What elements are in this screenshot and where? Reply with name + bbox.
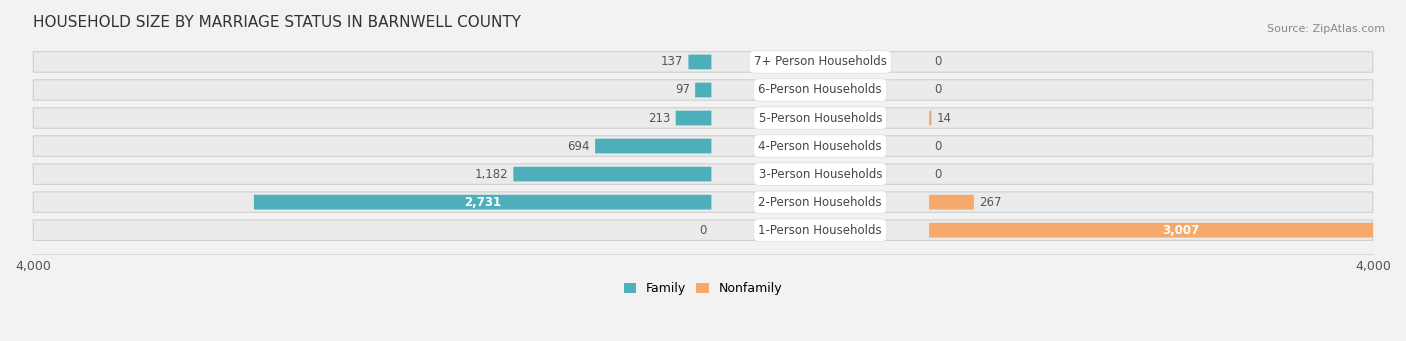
Text: 137: 137 [661, 56, 683, 69]
FancyBboxPatch shape [929, 111, 932, 125]
Text: 2-Person Households: 2-Person Households [758, 196, 882, 209]
FancyBboxPatch shape [34, 80, 1372, 100]
FancyBboxPatch shape [695, 83, 711, 97]
FancyBboxPatch shape [929, 223, 1406, 238]
Text: 3,007: 3,007 [1163, 224, 1199, 237]
Text: 14: 14 [936, 112, 952, 124]
Text: 2,731: 2,731 [464, 196, 501, 209]
FancyBboxPatch shape [595, 139, 711, 153]
FancyBboxPatch shape [34, 192, 1372, 212]
Text: 5-Person Households: 5-Person Households [758, 112, 882, 124]
Text: 1,182: 1,182 [475, 168, 509, 181]
Text: 213: 213 [648, 112, 671, 124]
FancyBboxPatch shape [929, 195, 974, 209]
Text: 0: 0 [934, 168, 942, 181]
FancyBboxPatch shape [254, 195, 711, 209]
FancyBboxPatch shape [513, 167, 711, 181]
Text: 7+ Person Households: 7+ Person Households [754, 56, 887, 69]
Text: 4-Person Households: 4-Person Households [758, 139, 882, 152]
Text: 1-Person Households: 1-Person Households [758, 224, 882, 237]
Text: 97: 97 [675, 84, 690, 97]
FancyBboxPatch shape [34, 136, 1372, 156]
Text: 0: 0 [934, 56, 942, 69]
Text: 6-Person Households: 6-Person Households [758, 84, 882, 97]
Text: 267: 267 [979, 196, 1001, 209]
Text: HOUSEHOLD SIZE BY MARRIAGE STATUS IN BARNWELL COUNTY: HOUSEHOLD SIZE BY MARRIAGE STATUS IN BAR… [32, 15, 522, 30]
Text: 694: 694 [568, 139, 591, 152]
FancyBboxPatch shape [689, 55, 711, 69]
FancyBboxPatch shape [34, 52, 1372, 72]
FancyBboxPatch shape [676, 111, 711, 125]
FancyBboxPatch shape [34, 220, 1372, 240]
Text: 3-Person Households: 3-Person Households [758, 168, 882, 181]
Text: 0: 0 [934, 139, 942, 152]
Legend: Family, Nonfamily: Family, Nonfamily [624, 282, 782, 295]
Text: 0: 0 [699, 224, 706, 237]
FancyBboxPatch shape [34, 108, 1372, 128]
FancyBboxPatch shape [34, 164, 1372, 184]
Text: 0: 0 [934, 84, 942, 97]
Text: Source: ZipAtlas.com: Source: ZipAtlas.com [1267, 24, 1385, 34]
